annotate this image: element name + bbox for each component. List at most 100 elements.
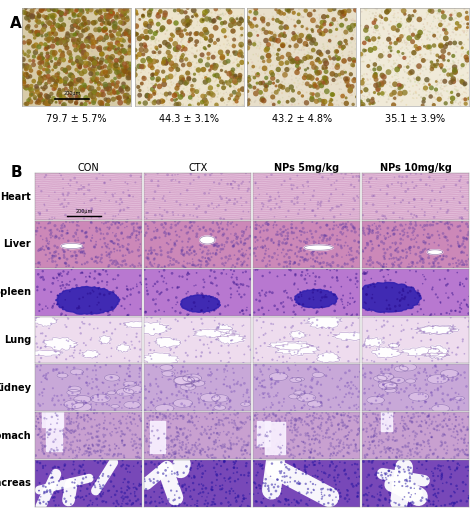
Point <box>124 94 131 102</box>
Point <box>58 4 65 12</box>
Point <box>273 88 280 96</box>
Point <box>183 448 191 456</box>
Point <box>229 242 237 250</box>
Point <box>460 99 467 107</box>
Point <box>106 444 113 453</box>
Point <box>288 63 295 72</box>
Point <box>320 42 328 50</box>
Point <box>93 359 101 367</box>
Point <box>44 49 51 57</box>
Point <box>65 6 73 14</box>
Point <box>167 35 174 44</box>
Point <box>93 47 100 55</box>
Point <box>218 485 226 494</box>
Point <box>157 289 164 297</box>
Point <box>256 313 264 321</box>
Point <box>424 43 432 51</box>
Point <box>208 37 216 46</box>
Point <box>106 13 114 22</box>
Point <box>224 36 231 45</box>
Point <box>264 260 271 268</box>
Polygon shape <box>193 329 239 338</box>
Point <box>94 447 101 455</box>
Point <box>193 502 201 510</box>
Point <box>43 66 51 74</box>
Point <box>126 49 133 57</box>
Point <box>281 500 289 508</box>
Point <box>427 22 434 30</box>
Point <box>210 17 217 26</box>
Point <box>429 17 437 26</box>
Point <box>82 66 89 74</box>
Point <box>114 68 122 76</box>
Point <box>101 68 109 76</box>
Point <box>428 433 436 441</box>
Point <box>290 460 298 468</box>
Point <box>380 476 387 484</box>
Point <box>165 412 173 420</box>
Point <box>40 385 47 393</box>
Point <box>242 397 250 405</box>
Point <box>188 318 195 326</box>
Point <box>307 82 314 90</box>
Point <box>363 411 370 419</box>
Point <box>187 84 195 92</box>
Point <box>27 78 34 87</box>
Point <box>88 84 95 92</box>
Point <box>422 465 430 474</box>
Point <box>333 274 341 282</box>
Point <box>66 16 74 24</box>
Point <box>99 84 106 93</box>
Point <box>283 258 290 266</box>
Point <box>310 247 317 255</box>
Point <box>119 83 127 91</box>
Point <box>109 9 116 17</box>
Point <box>385 30 392 38</box>
Point <box>418 472 426 480</box>
Point <box>123 75 130 83</box>
Point <box>55 463 63 472</box>
Point <box>367 80 374 88</box>
Point <box>344 435 351 443</box>
Point <box>252 13 260 21</box>
Point <box>313 253 320 262</box>
Point <box>424 83 432 92</box>
Point <box>300 438 307 446</box>
Point <box>218 176 225 184</box>
Point <box>76 445 83 454</box>
Point <box>107 237 114 245</box>
Point <box>243 246 250 254</box>
Point <box>330 291 338 299</box>
Point <box>386 399 393 407</box>
Point <box>27 51 34 59</box>
Point <box>376 74 384 82</box>
Point <box>99 70 106 78</box>
Point <box>69 455 77 463</box>
Point <box>18 29 26 37</box>
Point <box>361 244 369 252</box>
Point <box>454 87 462 95</box>
Point <box>257 455 264 463</box>
Point <box>37 63 45 71</box>
Point <box>293 40 301 48</box>
Point <box>297 247 305 255</box>
Point <box>168 176 175 184</box>
Point <box>439 479 447 487</box>
Point <box>344 449 351 457</box>
Point <box>243 389 251 397</box>
Point <box>353 310 361 318</box>
Point <box>122 97 130 105</box>
Point <box>364 80 372 89</box>
Point <box>69 22 76 30</box>
Point <box>447 492 455 500</box>
Point <box>116 200 124 208</box>
Point <box>264 446 272 455</box>
Point <box>235 19 242 27</box>
Point <box>419 409 427 417</box>
Point <box>67 426 74 434</box>
Point <box>417 441 425 449</box>
Point <box>428 25 436 33</box>
Point <box>136 365 144 373</box>
Point <box>233 74 241 82</box>
Point <box>191 83 199 92</box>
